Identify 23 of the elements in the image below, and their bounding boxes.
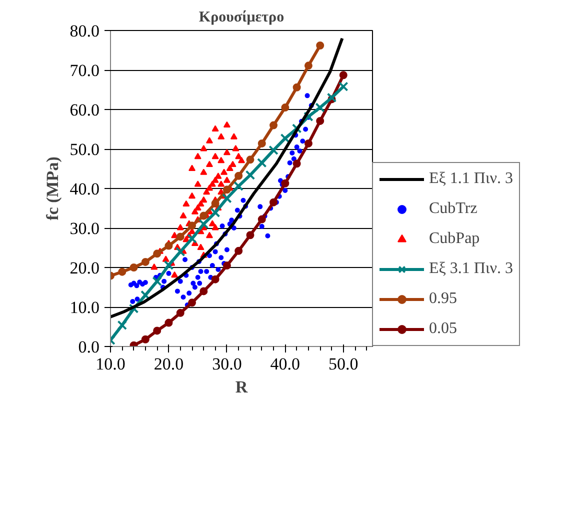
x-tick-label: 50.0 <box>328 354 358 374</box>
y-tick-label: 50.0 <box>70 140 100 159</box>
y-tick-label: 30.0 <box>70 219 100 238</box>
x-tick-label: 20.0 <box>154 354 184 374</box>
y-tick-label: 70.0 <box>70 61 100 80</box>
y-axis-title: fc (MPa) <box>42 156 62 220</box>
legend-label: CubPap <box>429 230 480 248</box>
chart-title: Κρουσίμετρο <box>198 10 284 26</box>
legend-label: CubTrz <box>429 200 478 218</box>
legend-label: 0.05 <box>429 320 457 338</box>
x-tick-label: 10.0 <box>96 354 126 374</box>
y-tick-label: 0.0 <box>78 338 100 356</box>
legend-label: Εξ 3.1 Πιν. 3 <box>429 260 513 278</box>
legend-label: 0.95 <box>429 290 457 308</box>
y-tick-label: 10.0 <box>70 298 100 317</box>
x-axis-title: R <box>235 378 248 396</box>
legend-label: Εξ 1.1 Πιν. 3 <box>429 170 513 188</box>
y-tick-label: 60.0 <box>70 100 100 120</box>
y-tick-label: 40.0 <box>70 180 100 198</box>
y-tick-label: 20.0 <box>70 258 100 278</box>
x-tick-label: 40.0 <box>270 354 300 374</box>
y-tick-label: 80.0 <box>70 22 100 40</box>
x-tick-label: 30.0 <box>212 354 242 374</box>
